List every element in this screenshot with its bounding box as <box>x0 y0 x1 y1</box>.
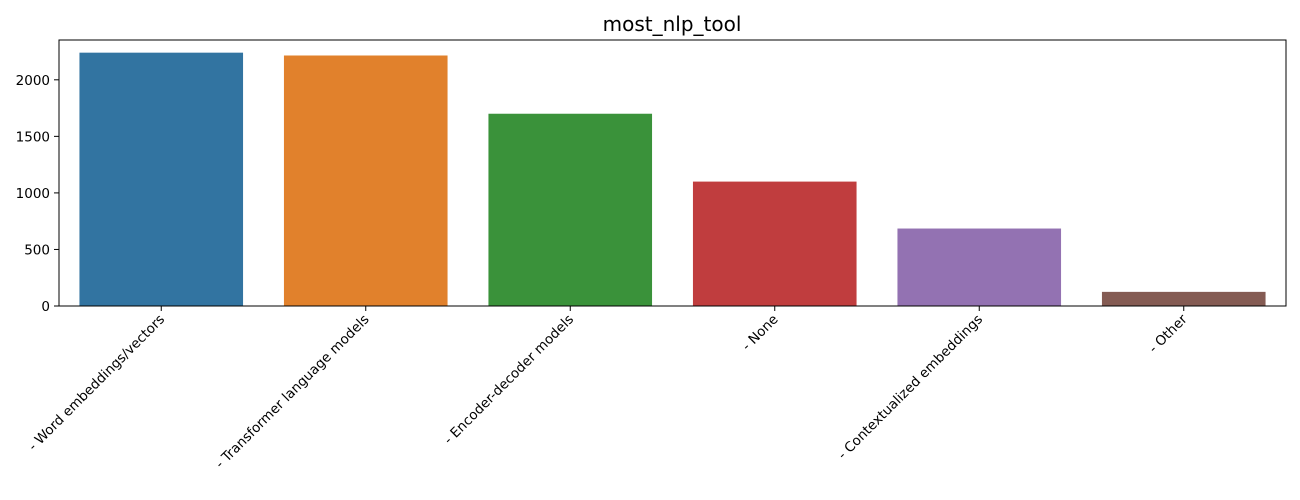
y-tick-label: 2000 <box>16 73 50 89</box>
plot-frame <box>58 39 1287 307</box>
bars-group <box>79 52 1266 306</box>
x-tick-label: - Word embeddings/vectors <box>25 312 168 455</box>
x-tick-label: - Other <box>1146 311 1191 356</box>
bar <box>79 52 244 306</box>
y-tick-label: 1000 <box>16 186 50 202</box>
x-tick-label: - Contextualized embeddings <box>835 312 986 463</box>
chart-title: most_nlp_tool <box>603 12 742 36</box>
x-tick-label: - Encoder-decoder models <box>441 312 577 448</box>
y-tick-label: 500 <box>24 242 50 258</box>
bar <box>692 181 857 306</box>
bar <box>897 228 1062 306</box>
y-tick-label: 0 <box>41 299 50 315</box>
y-axis: 0 500 1000 1500 2000 <box>16 73 59 315</box>
bar <box>488 113 653 306</box>
y-tick-label: 1500 <box>16 129 50 145</box>
bar <box>283 55 448 306</box>
x-tick-label: - None <box>739 312 782 355</box>
x-tick-label: - Transformer language models <box>212 312 372 472</box>
x-axis: - Word embeddings/vectors - Transformer l… <box>25 306 1191 472</box>
bar <box>1101 291 1266 306</box>
